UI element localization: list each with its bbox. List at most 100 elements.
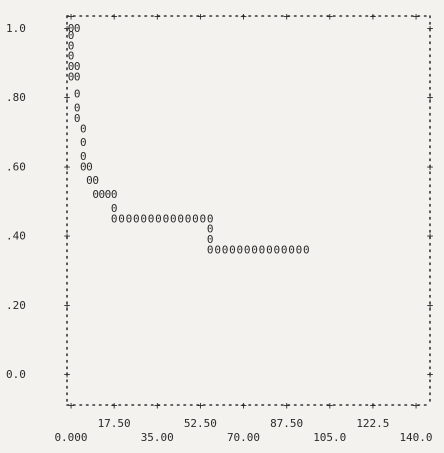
data-point: 0 (170, 212, 177, 225)
y-tick-mark-right: + (427, 368, 434, 381)
data-point: 0 (185, 212, 192, 225)
data-point: 0 (236, 243, 243, 256)
data-point: 0 (273, 243, 280, 256)
y-tick-mark-left: + (64, 22, 71, 35)
data-point: 0 (111, 202, 118, 215)
data-point: 0 (207, 223, 214, 236)
data-point: 0 (118, 212, 125, 225)
data-point: 0 (111, 212, 118, 225)
x-tick-mark-top: + (197, 10, 204, 23)
data-point: 0 (68, 70, 75, 83)
data-point: 0 (68, 29, 75, 42)
data-point: 0 (80, 160, 87, 173)
x-tick-label-upper: 17.50 (98, 417, 131, 430)
y-tick-label: .60 (6, 160, 26, 173)
x-tick-label-upper: 52.50 (184, 417, 217, 430)
x-tick-label-lower: 0.000 (54, 431, 87, 444)
x-tick-mark-minor: + (197, 399, 204, 412)
data-point: 0 (192, 212, 199, 225)
x-tick-mark-minor: + (370, 399, 377, 412)
data-point: 0 (74, 22, 81, 35)
x-tick-mark-minor: + (111, 399, 118, 412)
x-tick-label-lower: 35.00 (141, 431, 174, 444)
data-point: 0 (68, 39, 75, 52)
x-tick-mark-major: + (68, 399, 75, 412)
x-tick-label-lower: 140.0 (399, 431, 432, 444)
x-tick-mark-top: + (326, 10, 333, 23)
data-point: 0 (251, 243, 258, 256)
x-tick-mark-top: + (68, 10, 75, 23)
data-point: 0 (140, 212, 147, 225)
y-tick-mark-left: + (64, 160, 71, 173)
x-tick-label-upper: 87.50 (270, 417, 303, 430)
data-point: 0 (229, 243, 236, 256)
data-point: 0 (296, 243, 303, 256)
x-tick-mark-minor: + (283, 399, 290, 412)
x-tick-label-lower: 70.00 (227, 431, 260, 444)
data-point: 0 (105, 188, 112, 201)
data-point: 0 (98, 188, 105, 201)
x-tick-mark-major: + (326, 399, 333, 412)
data-point: 0 (74, 70, 81, 83)
data-point: 0 (68, 60, 75, 73)
data-point: 0 (126, 212, 133, 225)
x-tick-mark-top: + (111, 10, 118, 23)
y-tick-mark-left: + (64, 368, 71, 381)
y-tick-mark-right: + (427, 230, 434, 243)
data-point: 0 (80, 136, 87, 149)
y-tick-label: .80 (6, 91, 26, 104)
y-tick-mark-left: + (64, 299, 71, 312)
data-point: 0 (148, 212, 155, 225)
data-point: 0 (74, 112, 81, 125)
y-tick-mark-right: + (427, 91, 434, 104)
x-tick-mark-top: + (370, 10, 377, 23)
x-tick-mark-top: + (240, 10, 247, 23)
data-point: 0 (86, 160, 93, 173)
data-point: 0 (74, 60, 81, 73)
x-tick-label-upper: 122.5 (356, 417, 389, 430)
x-tick-mark-major: + (240, 399, 247, 412)
data-point: 0 (207, 243, 214, 256)
x-tick-mark-top: + (154, 10, 161, 23)
data-point: 0 (303, 243, 310, 256)
data-point: 0 (207, 233, 214, 246)
data-point: 0 (207, 212, 214, 225)
y-tick-mark-right: + (427, 160, 434, 173)
y-tick-mark-left: + (64, 230, 71, 243)
data-point: 0 (133, 212, 140, 225)
y-tick-mark-left: + (64, 91, 71, 104)
data-point: 0 (68, 50, 75, 63)
data-point: 0 (288, 243, 295, 256)
x-tick-mark-top: + (413, 10, 420, 23)
data-point: 0 (80, 122, 87, 135)
data-point: 0 (259, 243, 266, 256)
data-point: 0 (214, 243, 221, 256)
x-tick-label-lower: 105.0 (313, 431, 346, 444)
y-tick-label: 0.0 (6, 368, 26, 381)
data-point: 0 (281, 243, 288, 256)
data-point: 0 (74, 102, 81, 115)
data-point: 0 (222, 243, 229, 256)
x-tick-mark-major: + (154, 399, 161, 412)
data-point: 0 (244, 243, 251, 256)
data-point: 0 (92, 174, 99, 187)
y-tick-mark-right: + (427, 22, 434, 35)
data-point: 0 (163, 212, 170, 225)
data-point: 0 (266, 243, 273, 256)
data-point: 0 (177, 212, 184, 225)
y-tick-mark-right: + (427, 299, 434, 312)
data-point: 0 (155, 212, 162, 225)
data-point: 0 (68, 22, 75, 35)
data-point: 0 (80, 150, 87, 163)
data-point: 0 (86, 174, 93, 187)
x-tick-mark-major: + (413, 399, 420, 412)
y-tick-label: 1.0 (6, 22, 26, 35)
data-point: 0 (92, 188, 99, 201)
x-tick-mark-top: + (283, 10, 290, 23)
data-point: 0 (111, 188, 118, 201)
y-tick-label: .20 (6, 299, 26, 312)
data-point: 0 (74, 88, 81, 101)
data-point: 0 (200, 212, 207, 225)
